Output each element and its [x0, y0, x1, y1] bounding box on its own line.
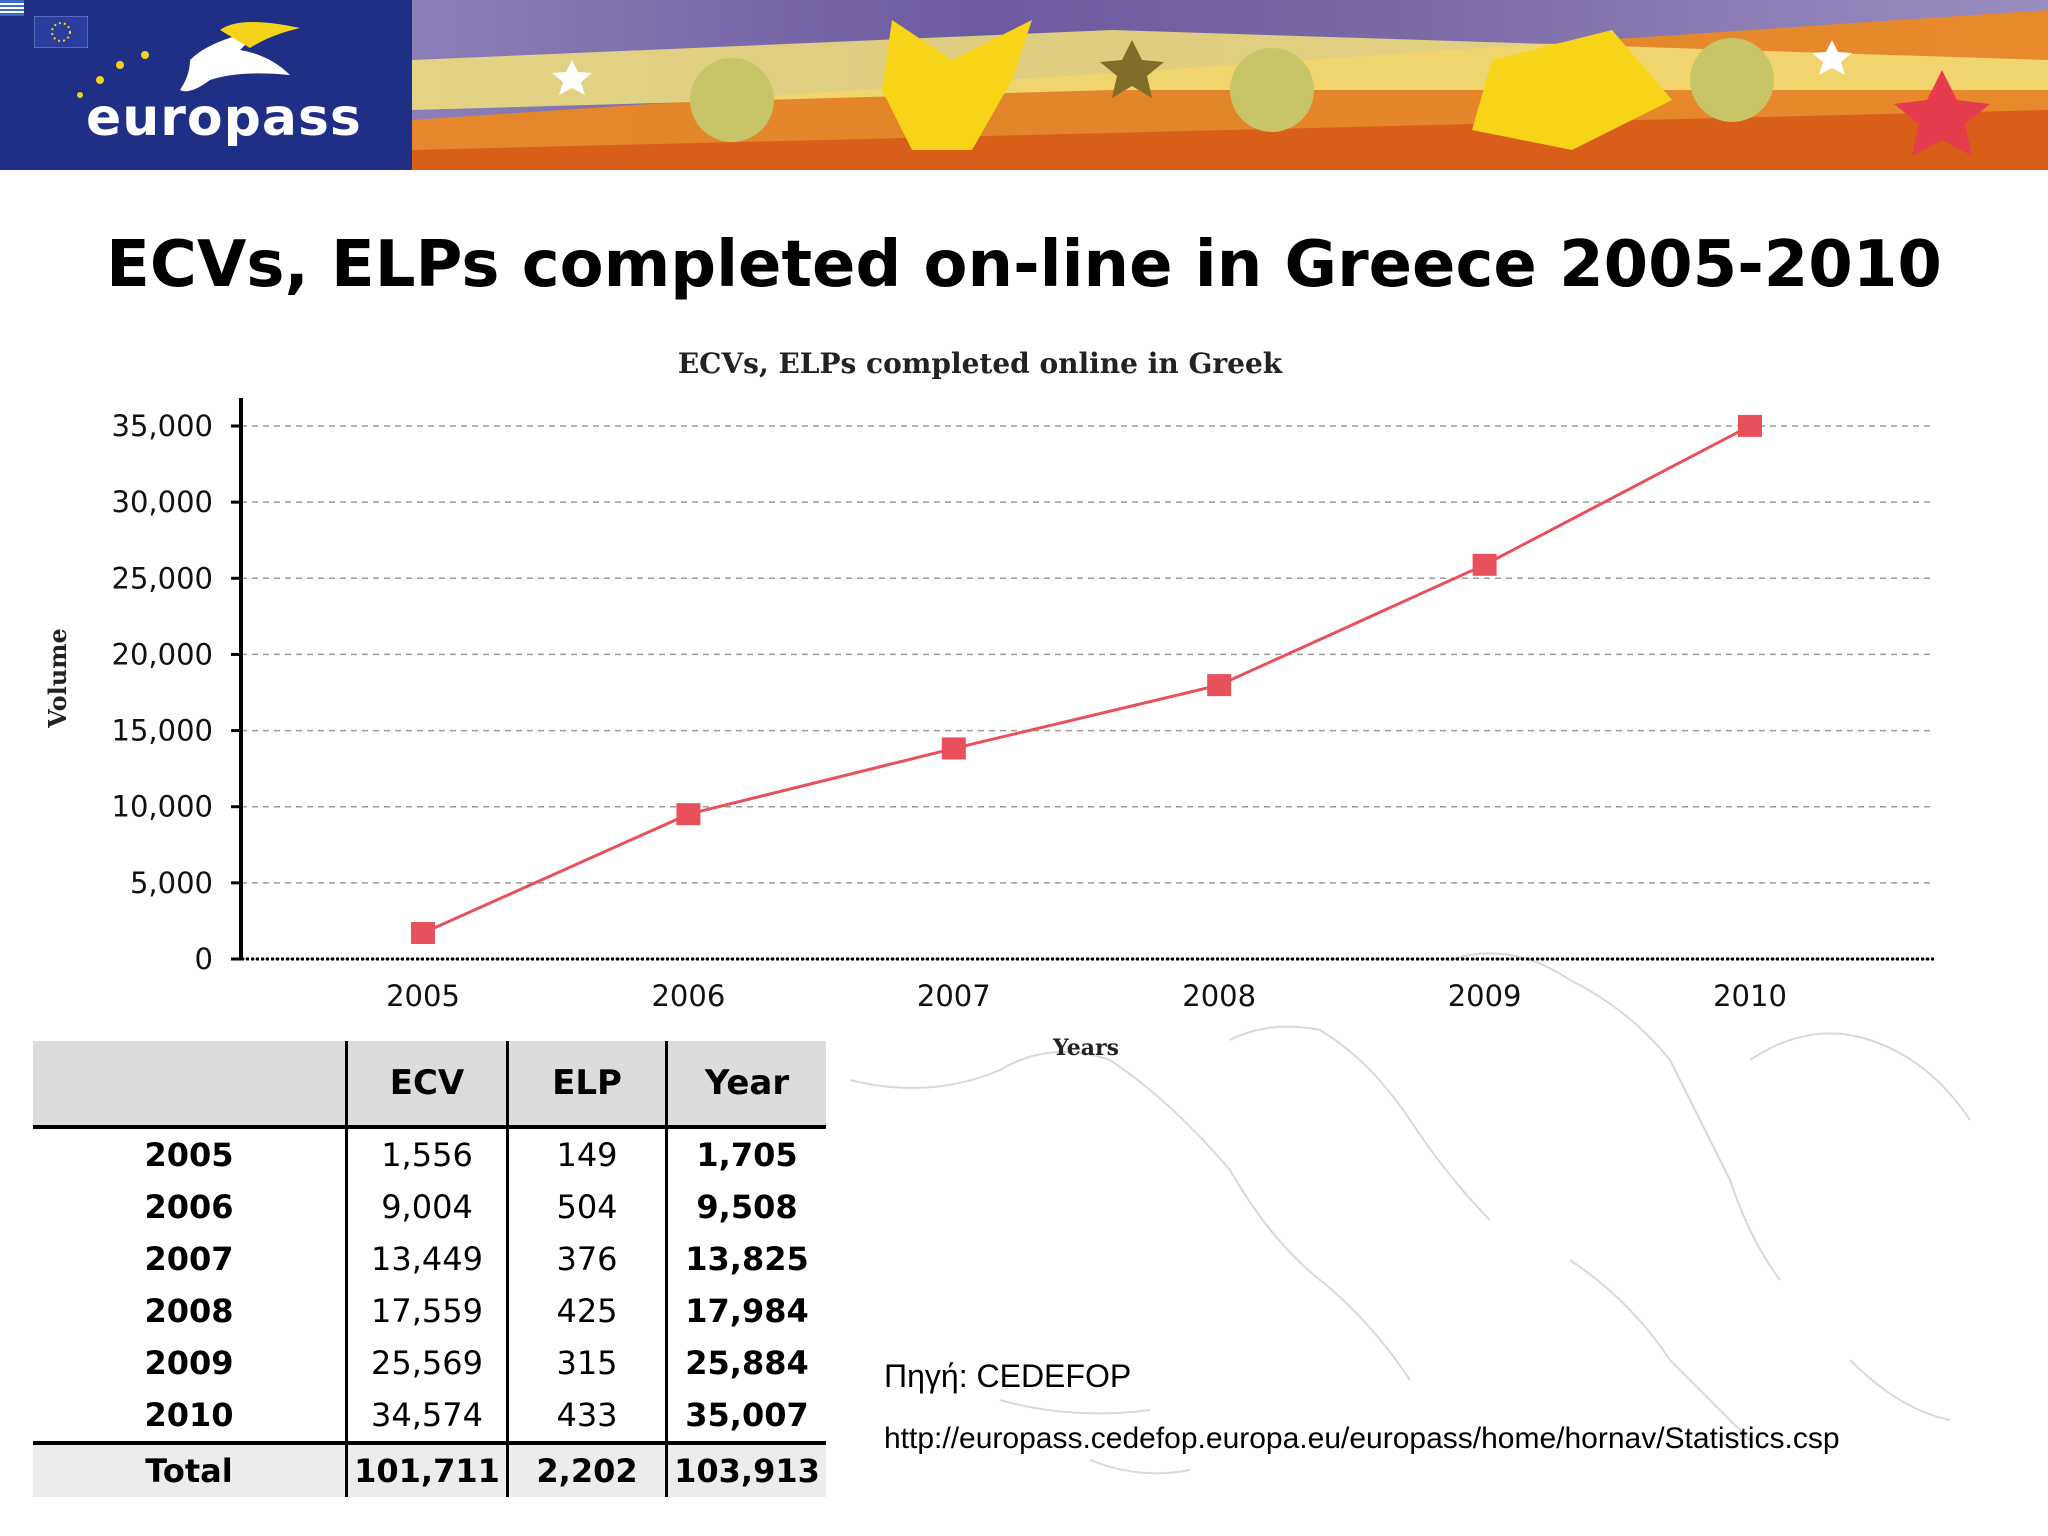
y-tick-label: 35,000 [112, 409, 213, 443]
eu-flag-icon [34, 16, 88, 48]
table-cell: 17,984 [665, 1285, 826, 1337]
europass-logo-text: europass [86, 88, 362, 148]
table-cell: 2010 [144, 1396, 234, 1434]
europass-figure-icon [77, 21, 300, 98]
table-cell: 103,913 [665, 1443, 826, 1497]
table-cell: 433 [506, 1389, 667, 1443]
greek-flag-icon [0, 0, 24, 16]
data-point [1207, 674, 1232, 697]
y-tick-label: 25,000 [112, 561, 213, 595]
table-cell: 2009 [144, 1344, 234, 1382]
series-line [422, 424, 1751, 935]
source-url[interactable]: http://europass.cedefop.europa.eu/europa… [884, 1422, 1840, 1455]
table-header-cell [33, 1041, 347, 1127]
header-banner: europass [0, 0, 2048, 170]
x-tick-label: 2007 [917, 979, 991, 1013]
table-cell: Total [33, 1443, 347, 1497]
slide-title: ECVs, ELPs completed on-line in Greece 2… [106, 228, 1942, 302]
table-cell: 2006 [144, 1188, 234, 1226]
table-cell: 315 [506, 1337, 667, 1389]
map-background [850, 952, 1971, 1475]
table-row: 2010 34,574 433 35,007 [33, 1389, 826, 1443]
table-cell: 25,884 [665, 1337, 826, 1389]
table-row: 2006 9,004 504 9,508 [33, 1181, 826, 1233]
y-tick-label: 0 [195, 942, 213, 976]
data-point [1738, 414, 1762, 437]
table-cell: 1,556 [345, 1127, 508, 1181]
table-cell: 101,711 [345, 1443, 508, 1497]
table-header-cell: ECV [345, 1041, 508, 1127]
table-cell: 2007 [144, 1240, 234, 1278]
table-cell: 25,569 [345, 1337, 508, 1389]
x-tick-label: 2009 [1448, 979, 1522, 1013]
table-cell: 149 [506, 1127, 667, 1181]
banner-artwork [412, 0, 2048, 170]
data-table: ECV ELP Year 2005 1,556 149 1,705 2006 9… [33, 1041, 826, 1497]
x-tick-label: 2008 [1182, 979, 1256, 1013]
table-cell: 9,004 [345, 1181, 508, 1233]
data-point [941, 737, 966, 760]
table-cell: 376 [506, 1233, 667, 1285]
y-tick-label: 15,000 [112, 714, 213, 748]
table-cell: 2008 [144, 1292, 234, 1330]
table-row: 2008 17,559 425 17,984 [33, 1285, 826, 1337]
table-cell: 34,574 [345, 1389, 508, 1443]
y-tick-label: 30,000 [112, 485, 213, 519]
table-cell: 13,449 [345, 1233, 508, 1285]
table-header-cell: Year [665, 1041, 826, 1127]
table-cell: 1,705 [665, 1127, 826, 1181]
y-axis-label: Volume [43, 628, 72, 729]
x-tick-label: 2006 [651, 979, 725, 1013]
data-point [1472, 553, 1497, 576]
table-row: 2009 25,569 315 25,884 [33, 1337, 826, 1389]
table-cell: 2005 [144, 1136, 234, 1174]
x-tick-label: 2010 [1713, 979, 1787, 1013]
table-header-cell: ELP [506, 1041, 667, 1127]
data-point [411, 922, 435, 945]
table-cell: 504 [506, 1181, 667, 1233]
table-cell: 13,825 [665, 1233, 826, 1285]
chart-title: ECVs, ELPs completed online in Greek [678, 347, 1283, 380]
table-row: 2007 13,449 376 13,825 [33, 1233, 826, 1285]
europass-logo: europass [0, 0, 412, 170]
table-total-row: Total 101,711 2,202 103,913 [33, 1443, 826, 1497]
y-tick-label: 5,000 [130, 866, 213, 900]
table-cell: 35,007 [665, 1389, 826, 1443]
table-cell: 9,508 [665, 1181, 826, 1233]
line-chart: ECVs, ELPs completed online in Greek Vol… [43, 347, 1935, 1061]
y-tick-label: 10,000 [112, 790, 213, 824]
table-header-row: ECV ELP Year [33, 1041, 826, 1127]
table-cell: 425 [506, 1285, 667, 1337]
table-cell: 2,202 [506, 1443, 667, 1497]
y-tick-label: 20,000 [112, 637, 213, 671]
source-label: Πηγή: CEDEFOP [884, 1358, 1132, 1394]
x-tick-label: 2005 [386, 979, 460, 1013]
x-axis-label: Years [1052, 1035, 1119, 1061]
table-cell: 17,559 [345, 1285, 508, 1337]
table-row: 2005 1,556 149 1,705 [33, 1127, 826, 1181]
data-point [676, 803, 701, 826]
